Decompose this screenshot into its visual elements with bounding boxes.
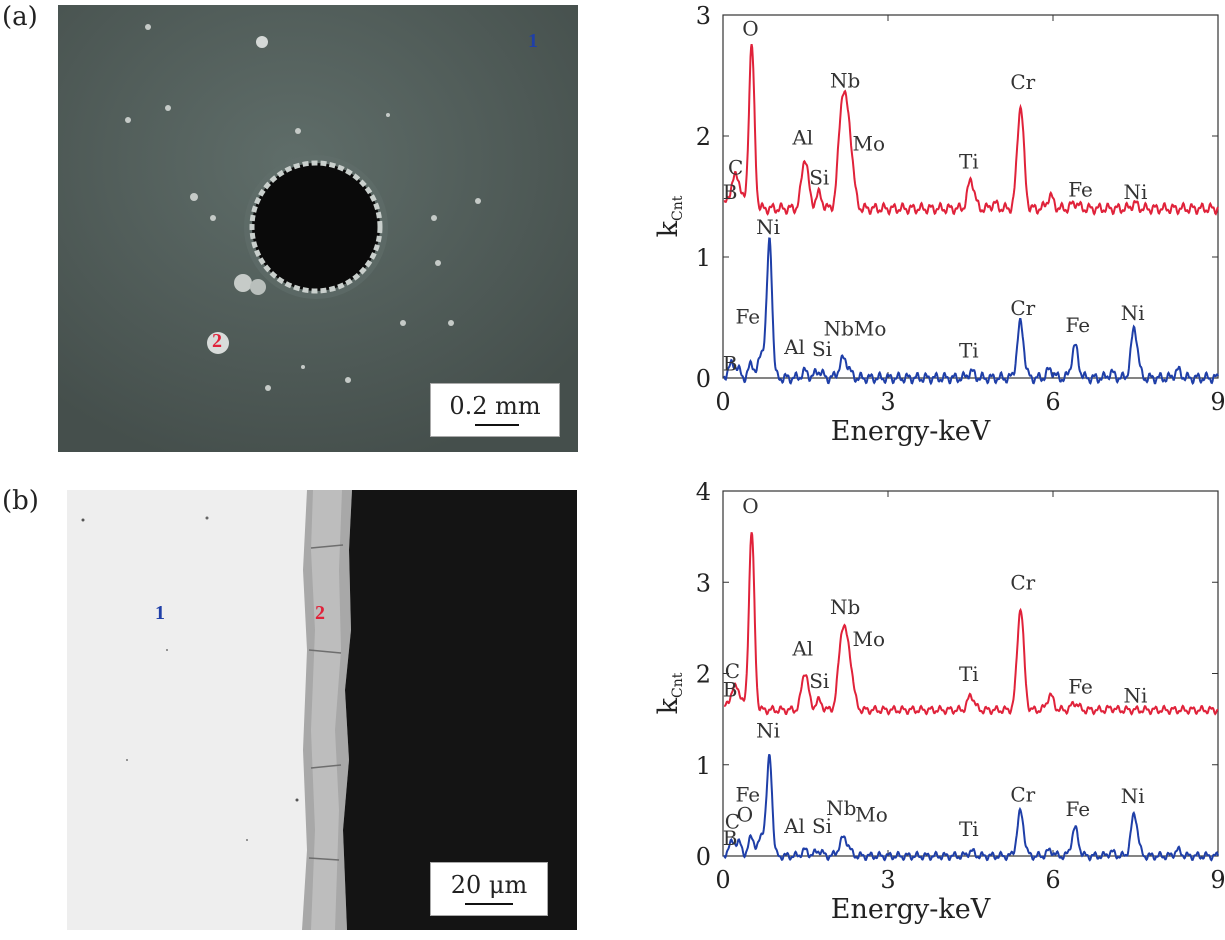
chart-a-series-0-peak-label-8: Cr: [1010, 70, 1035, 94]
sem-b-point-1: 1: [155, 602, 165, 624]
chart-a-y-axis-label: kCnt: [653, 195, 686, 237]
sem-image-b: 1 2 20 μm: [67, 490, 577, 930]
chart-a-series-0-peak-label-1: C: [728, 156, 743, 180]
chart-b-x-tick-label-3: 9: [1210, 866, 1225, 894]
chart-b-series-0-peak-label-4: Si: [809, 669, 829, 693]
scale-bar-a-line: [475, 424, 519, 426]
chart-b-series-1-peak-label-0: Ni: [756, 718, 780, 742]
sem-b-point-2: 2: [315, 602, 325, 624]
eds-spectrum-b: 0 3 6 901234Energy-keVkCntOCBAlSiNbMoTiCrFe…: [653, 478, 1225, 925]
panel-label-b: (b): [2, 486, 39, 516]
chart-b-y-axis-label: kCnt: [653, 672, 686, 714]
chart-a-series-1-peak-label-7: Cr: [1010, 296, 1035, 320]
chart-b-series-1-peak-label-11: Fe: [1065, 797, 1090, 821]
chart-a-series-0-line: [723, 44, 1219, 216]
chart-a-series-1-peak-label-3: Al: [783, 335, 805, 359]
chart-a-x-tick-label-3: 9: [1210, 388, 1225, 416]
chart-a-series-1-peak-label-6: Ti: [959, 338, 979, 362]
chart-a-series-1-peak-label-1: Fe: [735, 305, 760, 329]
chart-b-y-tick-label-4: 4: [696, 478, 711, 506]
chart-b-series-0-peak-label-0: O: [742, 494, 758, 518]
chart-a-y-tick-label-0: 0: [696, 365, 711, 393]
chart-b-x-tick-label-2: 6: [1045, 866, 1060, 894]
chart-a-x-axis-label: Energy-keV: [831, 416, 991, 447]
sem-a-point-2: 2: [212, 330, 222, 352]
chart-a-plot-frame: [722, 14, 1219, 379]
chart-b-series-1-peak-label-4: B: [723, 826, 738, 850]
chart-a-x-tick-label-2: 6: [1045, 388, 1060, 416]
chart-b-series-0-peak-label-3: Al: [791, 636, 813, 660]
scale-bar-b-line: [465, 903, 513, 905]
chart-b-series-1-peak-label-5: Al: [783, 814, 805, 838]
chart-b-series-0-peak-label-9: Fe: [1068, 675, 1093, 699]
scale-bar-b: 20 μm: [430, 862, 548, 916]
chart-b-y-tick-label-2: 2: [696, 661, 711, 689]
chart-a-series-0-peak-label-9: Fe: [1068, 178, 1093, 202]
chart-a-y-tick-label-2: 2: [696, 123, 711, 151]
chart-b-series-1-peak-label-8: Mo: [855, 802, 888, 826]
chart-a-y-tick-label-1: 1: [696, 244, 711, 272]
sem-image-b-graphic: [67, 490, 577, 930]
chart-a-series-0-peak-label-5: Nb: [830, 69, 860, 93]
chart-b-series-1-peak-label-3: C: [725, 810, 740, 834]
chart-b-series-1-peak-label-2: O: [737, 802, 753, 826]
chart-a-series-1-peak-label-5: NbMo: [824, 317, 887, 341]
chart-a-series-0-peak-label-3: Al: [791, 125, 813, 149]
chart-b-x-tick-label-1: 3: [880, 866, 895, 894]
chart-b-y-tick-label-3: 3: [696, 569, 711, 597]
chart-b-series-1-peak-label-6: Si: [812, 814, 832, 838]
sem-image-a: 1 2 0.2 mm: [58, 5, 578, 452]
chart-b-series-1-peak-label-7: Nb: [826, 796, 856, 820]
chart-b-series-1-peak-label-9: Ti: [959, 817, 979, 841]
chart-b-series-0-peak-label-7: Ti: [959, 662, 979, 686]
scale-bar-a-label: 0.2 mm: [449, 392, 541, 420]
scale-bar-b-label: 20 μm: [450, 871, 528, 899]
chart-b-series-1-peak-label-12: Ni: [1121, 784, 1145, 808]
chart-a-x-tick-label-1: 3: [880, 388, 895, 416]
chart-a-series-1-line: [723, 237, 1219, 386]
chart-a-y-tick-label-3: 3: [696, 2, 711, 30]
chart-a-series-0-peak-label-0: O: [742, 17, 758, 41]
chart-b-series-0-peak-label-6: Mo: [852, 627, 885, 651]
chart-a-series-1-peak-label-2: B: [723, 352, 738, 376]
chart-a-series-0-peak-label-7: Ti: [959, 150, 979, 174]
chart-b-series-1-peak-label-10: Cr: [1010, 782, 1035, 806]
panel-label-a: (a): [2, 2, 38, 32]
chart-a-y-axis-label-subscript: Cnt: [670, 195, 686, 221]
chart-a-series-1-peak-label-9: Ni: [1121, 301, 1145, 325]
chart-b-series-0-peak-label-2: B: [723, 677, 738, 701]
chart-a-series-0-peak-label-4: Si: [809, 165, 829, 189]
chart-a-series-1-peak-label-8: Fe: [1065, 313, 1090, 337]
sem-a-point-1: 1: [528, 30, 538, 52]
sem-image-a-graphic: [58, 5, 578, 452]
chart-b-y-tick-label-1: 1: [696, 752, 711, 780]
chart-b-series-0-peak-label-8: Cr: [1010, 571, 1035, 595]
chart-b-y-tick-label-0: 0: [696, 843, 711, 871]
chart-a-series-0-peak-label-10: Ni: [1124, 180, 1148, 204]
chart-b-series-1-peak-label-1: Fe: [735, 782, 760, 806]
chart-b-series-1-line: [723, 753, 1219, 862]
scale-bar-a: 0.2 mm: [430, 383, 560, 437]
chart-a-series-1-peak-label-0: Ni: [756, 215, 780, 239]
chart-b-series-0-peak-label-1: C: [725, 659, 740, 683]
chart-b-x-axis-label: Energy-keV: [831, 894, 991, 925]
chart-a-x-tick-label-0: 0: [715, 388, 730, 416]
chart-b-series-0-peak-label-5: Nb: [830, 595, 860, 619]
chart-b-x-tick-label-0: 0: [715, 866, 730, 894]
chart-a-series-0-peak-label-2: B: [723, 180, 738, 204]
chart-a-series-0-peak-label-6: Mo: [852, 132, 885, 156]
chart-a-series-1-peak-label-4: Si: [812, 337, 832, 361]
chart-b-y-axis-label-subscript: Cnt: [670, 672, 686, 698]
chart-b-series-0-peak-label-10: Ni: [1124, 684, 1148, 708]
chart-b-series-0-line: [723, 532, 1219, 716]
